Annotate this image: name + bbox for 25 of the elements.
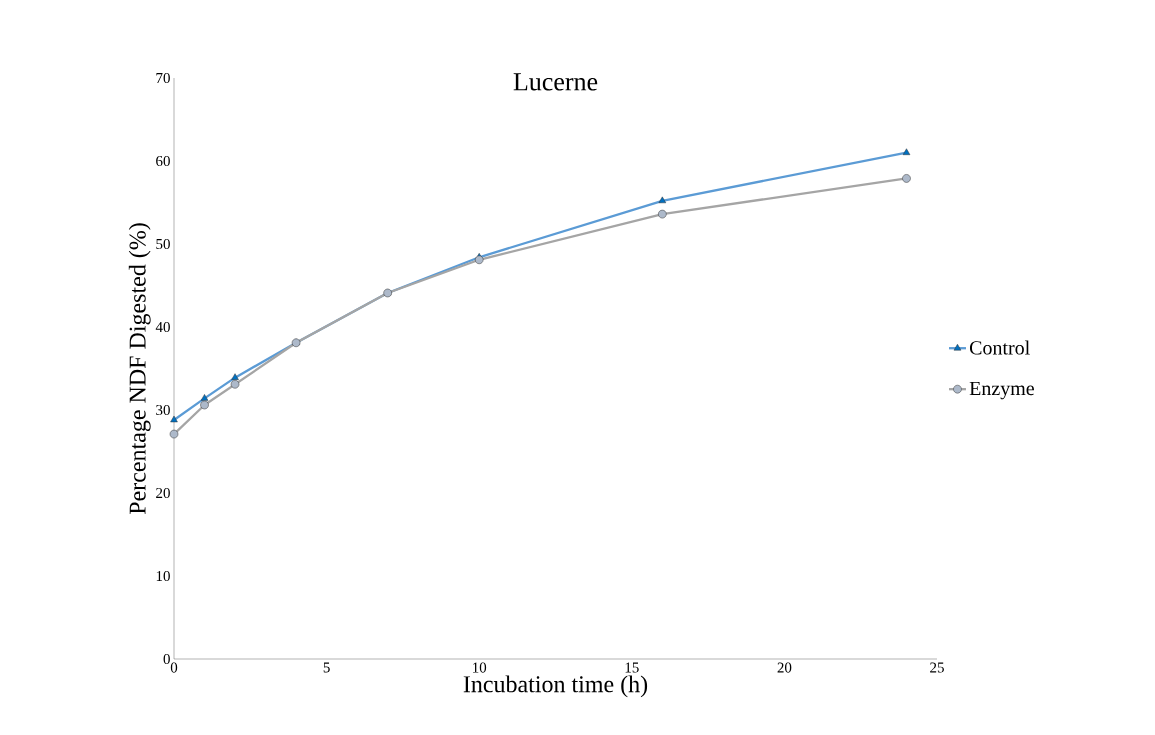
y-axis-title: Percentage NDF Digested (%) (128, 223, 151, 515)
x-tick-label: 20 (777, 662, 792, 673)
point (169, 429, 179, 439)
x-axis-title: Incubation time (h) (463, 675, 648, 698)
legend-label: Enzyme (969, 381, 1034, 400)
point (200, 400, 209, 410)
y-tick-label: 60 (156, 155, 170, 167)
point (658, 209, 667, 219)
x-tick-label: 10 (473, 662, 487, 673)
x-tick-label: 0 (170, 662, 178, 673)
y-tick-label: 70 (156, 72, 170, 84)
y-tick-label: 50 (156, 238, 170, 250)
y-tick-label: 10 (156, 570, 170, 582)
y-tick-label: 20 (156, 487, 170, 499)
point (230, 380, 240, 389)
point (474, 255, 484, 265)
x-tick-label: 25 (930, 662, 944, 673)
legend-label: Control (969, 340, 1030, 355)
y-tick-label: 30 (156, 404, 170, 416)
chart-title: Lucerne (513, 73, 598, 91)
x-tick-label: 5 (323, 662, 330, 673)
point (902, 174, 911, 183)
y-tick-label: 40 (155, 321, 170, 333)
x-tick-label: 15 (625, 662, 639, 673)
y-tick-label: 0 (163, 653, 170, 665)
